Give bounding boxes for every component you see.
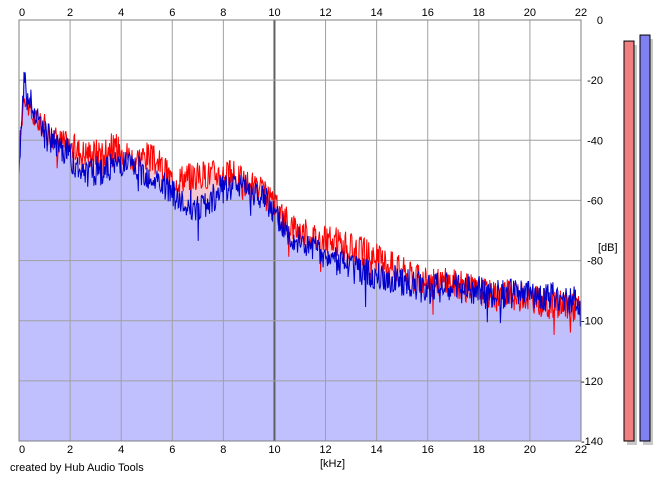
y-tick-label: 0	[597, 15, 603, 27]
x-tick-label-bottom: 2	[67, 444, 73, 456]
plot-frame	[18, 19, 582, 442]
y-tick-labels: 0 -20 -40 -60 -80 -100 -120 -140	[581, 15, 603, 448]
level-meter-bar	[639, 34, 651, 442]
area-fill-1	[19, 71, 581, 442]
y-tick-label: -40	[587, 135, 603, 147]
x-tick-label-bottom: 22	[575, 444, 587, 456]
x-tick-label-bottom: 10	[268, 444, 280, 456]
x-tick-label-bottom: 18	[473, 444, 485, 456]
x-tick-label-top: 6	[169, 7, 175, 19]
x-tick-label-top: 4	[118, 7, 124, 19]
x-tick-label-top: 10	[268, 7, 280, 19]
x-unit-label: [kHz]	[320, 458, 345, 470]
x-tick-label-top: 0	[19, 7, 25, 19]
y-unit-label: [dB]	[598, 242, 618, 254]
y-tick-label: -60	[587, 195, 603, 207]
y-tick-label: -80	[587, 256, 603, 268]
x-tick-label-top: 16	[422, 7, 434, 19]
level-meter-bar	[623, 40, 635, 442]
level-meters	[623, 34, 653, 446]
credit-text: created by Hub Audio Tools	[10, 462, 144, 474]
x-tick-label-top: 2	[67, 7, 73, 19]
x-tick-label-bottom: 14	[371, 444, 383, 456]
x-tick-label-bottom: 4	[118, 444, 124, 456]
y-tick-label: -20	[587, 75, 603, 87]
x-tick-label-top: 14	[371, 7, 383, 19]
y-tick-label: -140	[581, 436, 603, 448]
x-tick-label-top: 20	[524, 7, 536, 19]
x-tick-label-bottom: 12	[319, 444, 331, 456]
y-tick-label: -100	[581, 316, 603, 328]
x-tick-label-top: 12	[319, 7, 331, 19]
x-tick-label-bottom: 8	[220, 444, 226, 456]
series-lines	[18, 71, 582, 335]
x-tick-label-top: 22	[575, 7, 587, 19]
series-line-0	[18, 97, 582, 335]
series-line-1	[18, 71, 582, 327]
x-tick-label-bottom: 6	[169, 444, 175, 456]
x-tick-label-bottom: 0	[19, 444, 25, 456]
y-tick-label: -120	[581, 376, 603, 388]
x-tick-label-top: 18	[473, 7, 485, 19]
x-tick-label-top: 8	[220, 7, 226, 19]
x-tick-label-bottom: 20	[524, 444, 536, 456]
x-tick-label-bottom: 16	[422, 444, 434, 456]
